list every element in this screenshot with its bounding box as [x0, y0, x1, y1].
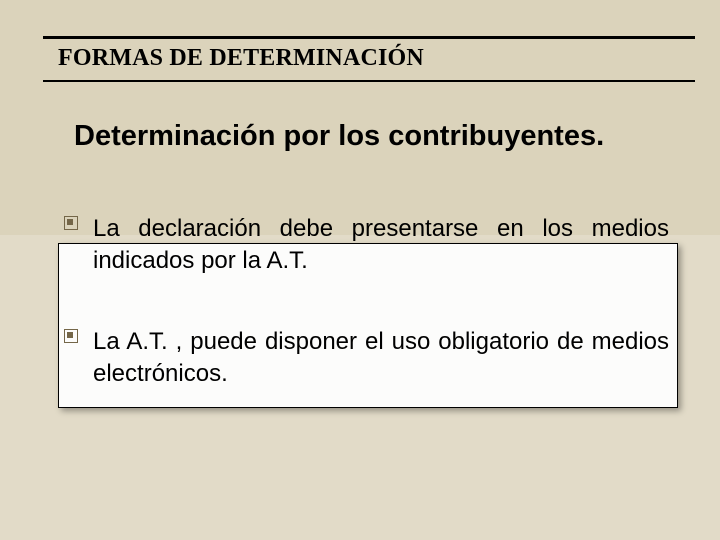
bullet-text: La A.T. , puede disponer el uso obligato… — [93, 326, 669, 391]
bullet-text: La declaración debe presentarse en los m… — [93, 213, 669, 278]
slide: FORMAS DE DETERMINACIÓN Determinación po… — [0, 0, 720, 540]
header-rule-top — [43, 36, 695, 39]
slide-subtitle: Determinación por los contribuyentes. — [74, 120, 604, 153]
slide-header: FORMAS DE DETERMINACIÓN — [58, 45, 424, 72]
bullet-marker-icon — [64, 216, 78, 230]
header-rule-bottom — [43, 80, 695, 82]
bullet-marker-icon — [64, 329, 78, 343]
